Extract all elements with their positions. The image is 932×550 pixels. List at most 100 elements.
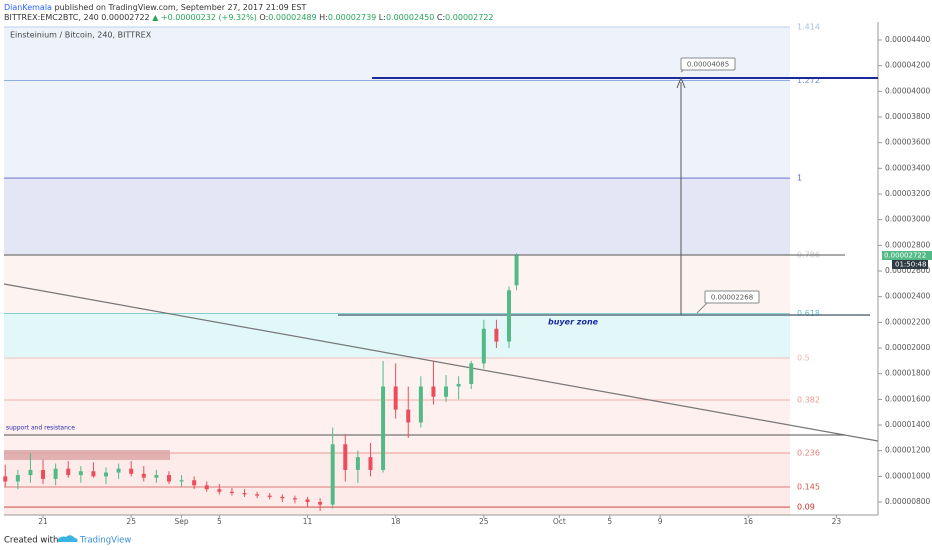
fib-band — [4, 507, 790, 515]
callout-text: 0.00002268 — [711, 294, 753, 302]
y-tick-label: 0.00003800 — [885, 112, 931, 121]
candle-body — [53, 468, 58, 479]
candle-body — [494, 328, 499, 342]
author: DianKemala — [4, 3, 52, 12]
footer-brand[interactable]: TradingView — [79, 536, 131, 546]
price-tag — [882, 251, 932, 260]
note-label: support and resistance — [6, 425, 75, 432]
candle-body — [154, 475, 159, 478]
y-tick-label: 0.00003400 — [885, 163, 931, 172]
candle-body — [91, 471, 96, 477]
candle-body — [229, 491, 234, 494]
candle-body — [280, 496, 285, 499]
header-line: BITTREX:EMC2BTC, 240 0.00002722 ▲ +0.000… — [4, 13, 494, 22]
ohlc-value: 0.00002722 — [445, 13, 493, 22]
fib-band — [4, 487, 790, 508]
countdown-tag — [892, 260, 928, 269]
candle-body — [514, 255, 519, 286]
y-tick-label: 0.00001800 — [885, 369, 931, 378]
y-tick-label: 0.00000800 — [885, 497, 931, 506]
fib-label: 0.382 — [797, 395, 820, 404]
candle-body — [66, 468, 71, 476]
x-tick-label: 23 — [832, 517, 842, 526]
candle-body — [3, 476, 8, 482]
candle-body — [431, 386, 436, 397]
candle-body — [343, 444, 348, 470]
zone-label: buyer zone — [548, 318, 599, 327]
ohlc-label: C: — [437, 13, 445, 22]
candle-body — [104, 472, 109, 477]
candle-body — [305, 499, 310, 503]
x-tick-label: 11 — [303, 517, 313, 526]
candle-body — [78, 471, 83, 476]
countdown-text: 01:50:48 — [895, 261, 926, 269]
y-tick-label: 0.00004000 — [885, 86, 931, 95]
x-tick-label: 18 — [391, 517, 401, 526]
ohlc-label: O: — [259, 13, 268, 22]
y-tick-label: 0.00003000 — [885, 215, 931, 224]
callout-box — [680, 57, 736, 71]
change: ▲ +0.00000232 (+9.32%) — [152, 13, 257, 22]
fib-band — [4, 80, 790, 179]
axes: 0.00000800 0.00001000 0.00001200 0.00001400… — [4, 22, 931, 526]
y-tick-label: 0.00001400 — [885, 420, 931, 429]
y-tick-label: 0.00002000 — [885, 343, 931, 352]
x-tick-label: 16 — [744, 517, 754, 526]
callout-text: 0.00004085 — [687, 61, 729, 69]
candle-body — [242, 493, 247, 495]
y-tick-label: 0.00004200 — [885, 61, 931, 70]
candle-body — [481, 328, 486, 364]
x-tick-label: 9 — [658, 517, 663, 526]
chart-title: Einsteinium / Bitcoin, 240, BITTREX — [10, 31, 152, 40]
fib-label: 0.145 — [797, 483, 820, 492]
fib-bands: 1.4141.27210.7860.6180.50.3820.2360.1450… — [4, 23, 820, 515]
y-tick-label: 0.00004400 — [885, 35, 931, 44]
trend-line — [3, 283, 879, 442]
candle-body — [381, 386, 386, 470]
fib-label: 1 — [797, 174, 802, 183]
fib-label: 1.414 — [797, 23, 820, 32]
callout-box — [704, 290, 760, 304]
fib-label: 0.236 — [797, 449, 820, 458]
x-tick-label: 21 — [38, 517, 48, 526]
callout-pointer — [696, 302, 708, 314]
y-tick-label: 0.00003200 — [885, 189, 931, 198]
candle-body — [444, 386, 449, 397]
ohlc-label: L: — [379, 13, 386, 22]
candles — [3, 253, 519, 512]
y-tick-label: 0.00002400 — [885, 292, 931, 301]
x-tick-label: 25 — [479, 517, 489, 526]
ohlc-value: 0.00002739 — [328, 13, 376, 22]
fib-band — [4, 178, 790, 256]
x-tick-label: 5 — [607, 517, 612, 526]
candle-body — [116, 468, 121, 473]
y-tick-label: 0.00001600 — [885, 394, 931, 403]
candle-body — [15, 475, 20, 482]
y-tick-label: 0.00002200 — [885, 317, 931, 326]
candle-body — [204, 485, 209, 490]
published: published on TradingView.com, September … — [55, 3, 307, 12]
candle-body — [469, 363, 474, 384]
price-tag-text: 0.00002722 — [884, 252, 926, 260]
fib-label: 0.5 — [797, 354, 810, 363]
range-box — [4, 450, 170, 460]
candle-body — [255, 494, 260, 496]
arrow-head — [676, 76, 686, 89]
ohlc-value: 0.00002450 — [386, 13, 434, 22]
candle-body — [141, 473, 146, 478]
candle-body — [192, 480, 197, 486]
candle-body — [368, 457, 373, 470]
x-tick-label: 25 — [126, 517, 136, 526]
candle-body — [393, 386, 398, 410]
candle-body — [28, 469, 33, 476]
candle-body — [456, 383, 461, 387]
x-tick-label: 5 — [217, 517, 222, 526]
candle-body — [418, 386, 423, 423]
candle-body — [217, 489, 222, 492]
header-bg — [0, 0, 932, 22]
candle-body — [179, 480, 184, 482]
x-tick-label: Sep — [175, 517, 189, 526]
candle-body — [267, 495, 272, 497]
